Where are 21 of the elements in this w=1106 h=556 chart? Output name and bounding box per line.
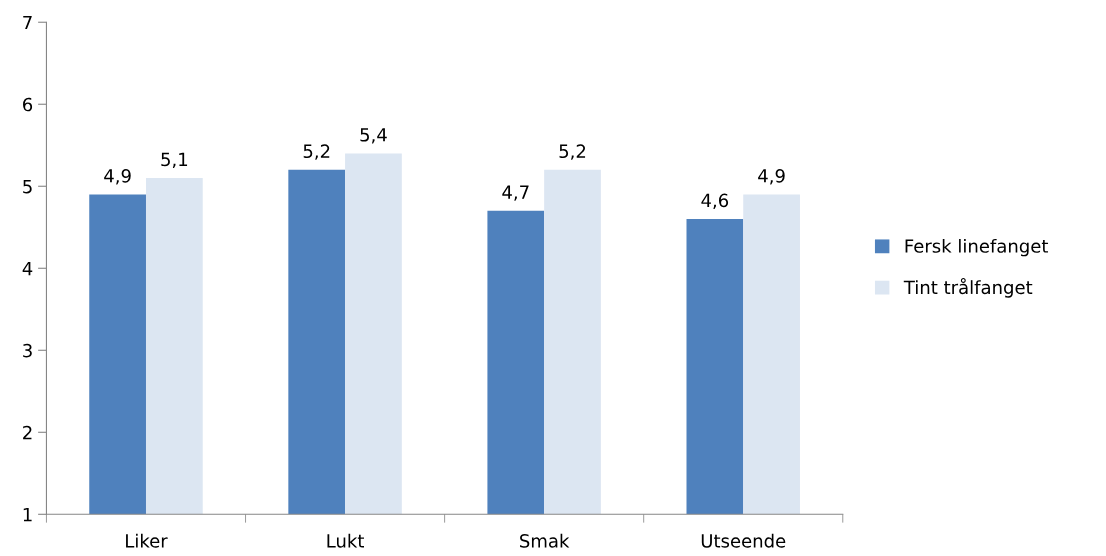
y-tick-label: 5	[23, 179, 32, 194]
legend-label: Fersk linefanget	[905, 238, 1049, 257]
y-tick-label: 3	[23, 343, 32, 358]
legend-label: Tint trålfanget	[903, 278, 1033, 298]
y-tick-label: 4	[22, 261, 33, 276]
x-tick-label: Utseende	[701, 533, 786, 548]
data-label: 4,6	[701, 193, 729, 210]
x-tick-label: Lukt	[327, 533, 364, 548]
data-label: 4,9	[104, 168, 131, 185]
data-label: 5,2	[303, 144, 330, 160]
y-tick-label: 2	[23, 425, 32, 440]
data-label: 5,1	[161, 152, 188, 169]
y-tick-label: 7	[23, 15, 32, 30]
data-label: 4,9	[758, 168, 785, 185]
data-label: 5,4	[360, 128, 387, 144]
y-tick-label: 1	[23, 508, 32, 522]
data-label: 5,2	[559, 144, 586, 160]
x-tick-label: Liker	[126, 533, 168, 548]
data-label: 4,7	[502, 185, 529, 201]
y-tick-label: 6	[23, 97, 33, 112]
x-tick-label: Smak	[520, 533, 570, 548]
